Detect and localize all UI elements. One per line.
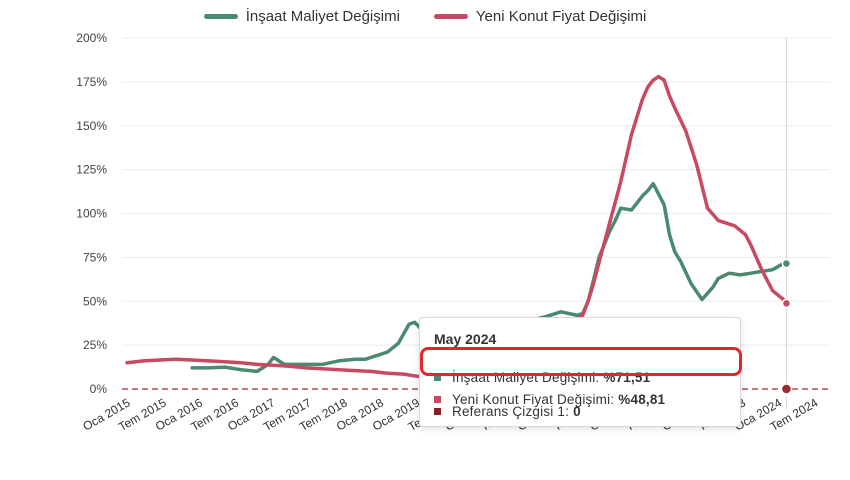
- tooltip-value-reference: 0: [573, 404, 581, 419]
- tooltip-label-housing: Yeni Konut Fiyat Değişimi:: [452, 392, 615, 407]
- legend-label-construction: İnşaat Maliyet Değişimi: [245, 8, 400, 25]
- tooltip-title: May 2024: [434, 331, 497, 347]
- legend: İnşaat Maliyet Değişimi Yeni Konut Fiyat…: [0, 8, 850, 25]
- tooltip: May 2024 İnşaat Maliyet Değişimi: %71,51…: [419, 317, 741, 427]
- y-tick-label: 25%: [83, 338, 107, 352]
- y-tick-label: 100%: [76, 207, 107, 221]
- legend-swatch-construction: [203, 14, 238, 19]
- tooltip-swatch-reference: [434, 408, 441, 415]
- hover-point-housing: [781, 298, 792, 309]
- hover-point-reference: [780, 383, 793, 395]
- series-line-construction[interactable]: [190, 181, 786, 374]
- hover-point-construction: [781, 258, 792, 269]
- tooltip-row-reference: Referans Çizgisi 1: 0: [434, 404, 581, 419]
- tooltip-value-housing: %48,81: [618, 392, 666, 407]
- y-tick-label: 125%: [76, 163, 107, 177]
- legend-item-housing[interactable]: Yeni Konut Fiyat Değişimi: [433, 8, 647, 25]
- tooltip-label-reference: Referans Çizgisi 1:: [452, 404, 570, 419]
- legend-label-housing: Yeni Konut Fiyat Değişimi: [475, 8, 647, 25]
- y-tick-label: 150%: [76, 119, 107, 133]
- legend-item-construction[interactable]: İnşaat Maliyet Değişimi: [203, 8, 400, 25]
- y-tick-label: 175%: [76, 75, 107, 89]
- tooltip-swatch-construction: [434, 374, 441, 381]
- y-tick-label: 75%: [83, 250, 107, 264]
- highlight-box: [420, 347, 742, 376]
- tooltip-row-housing: Yeni Konut Fiyat Değişimi: %48,81: [434, 392, 665, 407]
- y-tick-label: 0%: [90, 382, 108, 396]
- y-tick-label: 200%: [76, 31, 107, 45]
- tooltip-swatch-housing: [434, 396, 441, 403]
- legend-swatch-housing: [433, 14, 468, 19]
- y-tick-label: 50%: [83, 294, 107, 308]
- series-line-housing[interactable]: [125, 74, 791, 388]
